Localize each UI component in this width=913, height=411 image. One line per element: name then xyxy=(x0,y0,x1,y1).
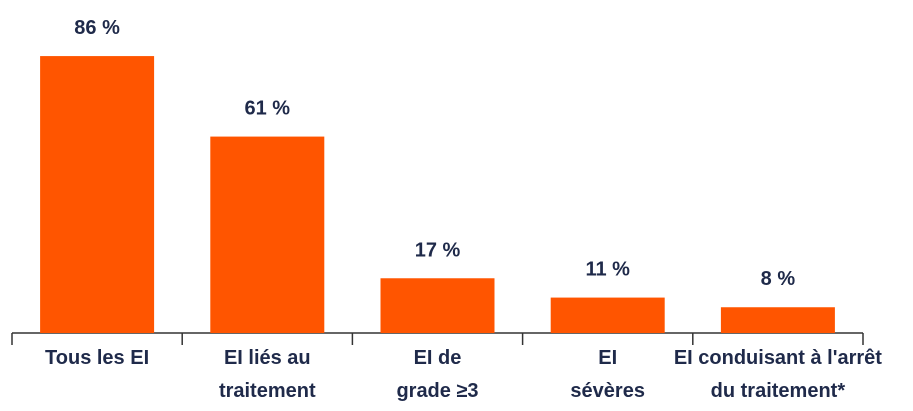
bar xyxy=(380,278,495,333)
bar xyxy=(40,56,155,334)
bar xyxy=(550,297,665,333)
x-tick-label: EI conduisant à l'arrêt du traitement* xyxy=(674,347,882,402)
value-label: 86 % xyxy=(74,17,120,39)
bar xyxy=(720,307,835,333)
x-tick-label: EI de grade ≥3 xyxy=(396,347,478,402)
x-tick-label: Tous les EI xyxy=(45,347,149,369)
x-tick-label: EI sévères xyxy=(570,347,645,402)
value-label: 61 % xyxy=(245,98,291,120)
bar xyxy=(210,136,325,333)
value-label: 8 % xyxy=(761,268,796,290)
x-tick-label: EI liés au traitement xyxy=(219,347,316,402)
value-label: 11 % xyxy=(585,259,630,281)
value-label: 17 % xyxy=(415,239,461,261)
